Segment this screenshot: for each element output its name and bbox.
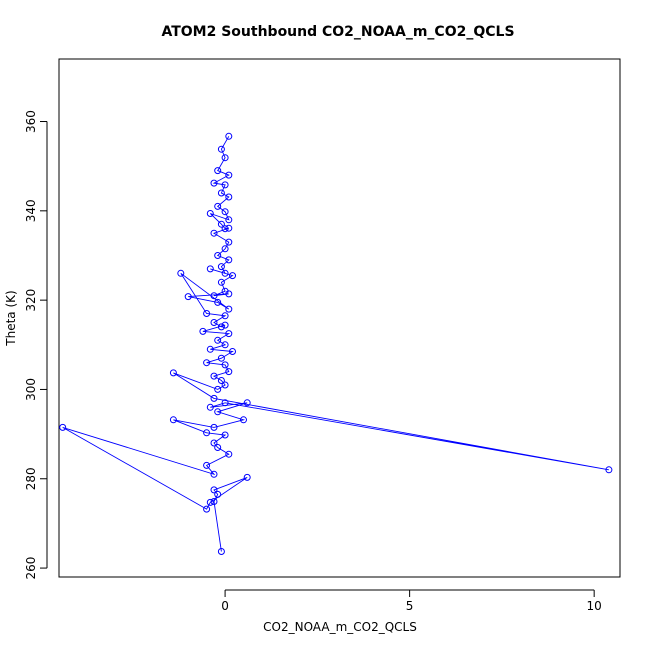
data-point	[206, 265, 214, 273]
data-point	[214, 490, 222, 498]
x-axis-label: CO2_NOAA_m_CO2_QCLS	[263, 620, 417, 634]
data-point	[217, 548, 225, 555]
data-point	[221, 399, 229, 407]
data-point	[225, 450, 233, 458]
y-axis-label: Theta (K)	[4, 290, 18, 346]
data-point	[221, 269, 229, 277]
y-tick-label: 360	[24, 110, 38, 133]
data-point	[184, 293, 192, 301]
data-point	[210, 179, 218, 187]
data-point	[214, 298, 222, 306]
data-point	[199, 327, 207, 335]
data-point	[243, 473, 251, 481]
y-tick-label: 280	[24, 467, 38, 490]
data-point	[221, 341, 229, 349]
data-point	[221, 208, 229, 216]
y-tick-label: 320	[24, 289, 38, 312]
data-point	[217, 278, 225, 286]
data-point	[214, 336, 222, 344]
y-tick-label: 340	[24, 199, 38, 222]
data-point	[221, 154, 229, 162]
data-point	[214, 167, 222, 175]
series-layer	[59, 132, 613, 555]
data-point	[217, 145, 225, 153]
data-point	[203, 359, 211, 367]
data-point	[203, 505, 211, 513]
data-point	[206, 210, 214, 217]
data-point	[214, 408, 222, 416]
data-point	[221, 361, 229, 369]
data-point	[221, 245, 229, 253]
data-point	[221, 312, 229, 320]
data-point	[225, 238, 233, 246]
data-point	[214, 385, 222, 393]
data-point	[214, 202, 222, 210]
data-point	[210, 470, 218, 478]
data-point	[217, 220, 225, 228]
data-point	[221, 181, 229, 189]
data-point	[225, 290, 233, 298]
data-point	[225, 216, 233, 224]
plot-frame	[58, 58, 621, 578]
data-point	[206, 345, 214, 353]
data-point	[210, 229, 218, 237]
x-axis: 0 5 10	[221, 589, 602, 613]
data-point	[225, 256, 233, 264]
y-tick-label: 260	[24, 557, 38, 580]
data-point	[210, 423, 218, 431]
data-point	[217, 354, 225, 362]
data-point	[177, 269, 185, 277]
y-axis: 260 280 300 320 340 360	[24, 110, 48, 580]
data-point	[206, 403, 214, 411]
data-point	[210, 498, 218, 505]
data-point	[59, 423, 67, 431]
data-point	[210, 439, 218, 447]
data-point	[225, 171, 233, 179]
data-point	[210, 486, 218, 494]
data-point	[210, 319, 218, 326]
data-point	[221, 381, 229, 389]
data-point	[214, 444, 222, 451]
data-point	[217, 189, 225, 197]
data-point	[214, 252, 222, 259]
data-point	[605, 466, 613, 474]
data-point	[203, 310, 211, 317]
x-tick-label: 10	[587, 599, 602, 613]
x-tick-label: 0	[221, 599, 229, 613]
chart-title: ATOM2 Southbound CO2_NOAA_m_CO2_QCLS	[161, 24, 514, 40]
y-tick-label: 300	[24, 378, 38, 401]
data-point	[240, 416, 247, 424]
data-point	[203, 429, 211, 437]
data-point	[225, 132, 233, 140]
data-point	[221, 321, 229, 329]
data-point	[243, 399, 251, 407]
data-point	[221, 225, 229, 233]
data-point	[225, 224, 233, 232]
data-point	[221, 431, 229, 439]
data-point	[229, 272, 236, 280]
data-point	[169, 416, 177, 424]
data-point	[210, 292, 218, 300]
data-point	[210, 394, 218, 402]
data-point	[217, 263, 225, 271]
data-point	[217, 323, 225, 331]
data-point	[210, 372, 218, 380]
data-point	[203, 461, 211, 469]
data-point	[217, 377, 225, 384]
x-tick-label: 5	[406, 599, 414, 613]
data-point	[225, 305, 233, 313]
data-point	[225, 193, 233, 201]
data-point	[206, 498, 214, 506]
data-point	[169, 369, 177, 377]
data-point	[225, 368, 233, 376]
data-point	[225, 330, 233, 338]
data-point	[229, 348, 236, 355]
series-line	[62, 136, 609, 552]
